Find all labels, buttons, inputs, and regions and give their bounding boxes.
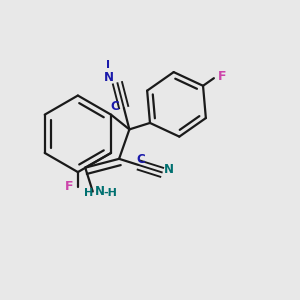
Text: F: F bbox=[65, 180, 74, 193]
Text: I: I bbox=[106, 60, 110, 70]
Text: C: C bbox=[137, 153, 146, 166]
Text: H: H bbox=[83, 188, 93, 198]
Text: N: N bbox=[164, 163, 174, 176]
Text: N: N bbox=[95, 185, 105, 198]
Text: N: N bbox=[103, 70, 113, 83]
Text: F: F bbox=[218, 70, 226, 83]
Text: -H: -H bbox=[103, 188, 117, 198]
Text: C: C bbox=[110, 100, 119, 113]
